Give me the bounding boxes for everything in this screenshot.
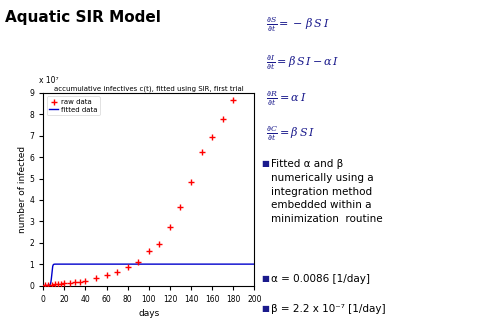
raw data xyxy=(83,279,88,283)
raw data xyxy=(220,117,226,121)
raw data xyxy=(58,282,64,286)
raw data xyxy=(167,225,173,229)
raw data xyxy=(156,242,162,246)
fitted data xyxy=(119,262,125,266)
raw data xyxy=(93,276,99,280)
fitted data xyxy=(65,262,71,266)
raw data xyxy=(209,135,215,139)
raw data xyxy=(55,282,61,286)
raw data xyxy=(72,280,78,284)
fitted data xyxy=(214,262,220,266)
fitted data xyxy=(168,262,173,266)
fitted data xyxy=(45,284,51,288)
raw data xyxy=(199,150,204,154)
raw data xyxy=(188,180,194,184)
fitted data xyxy=(59,262,65,266)
Text: Fitted α and β
numerically using a
integration method
embedded within a
minimiza: Fitted α and β numerically using a integ… xyxy=(271,159,383,224)
Title: accumulative infectives c(t), fitted using SIR, first trial: accumulative infectives c(t), fitted usi… xyxy=(54,85,244,92)
Text: $\frac{\partial C}{\partial t} = \beta\,S\,I$: $\frac{\partial C}{\partial t} = \beta\,… xyxy=(266,124,315,143)
raw data xyxy=(49,283,55,287)
raw data xyxy=(104,273,109,277)
Text: $\frac{\partial I}{\partial t} = \beta\,S\,I - \alpha\,I$: $\frac{\partial I}{\partial t} = \beta\,… xyxy=(266,53,340,72)
raw data xyxy=(146,249,152,253)
Line: raw data: raw data xyxy=(43,98,236,288)
Text: ■: ■ xyxy=(262,304,269,313)
Line: fitted data: fitted data xyxy=(43,264,254,286)
raw data xyxy=(61,282,67,286)
raw data xyxy=(46,283,51,287)
Text: ■: ■ xyxy=(262,159,269,168)
Text: x 10⁷: x 10⁷ xyxy=(39,76,59,85)
raw data xyxy=(114,270,120,274)
Text: $\frac{\partial S}{\partial t} = -\,\beta\,S\,I$: $\frac{\partial S}{\partial t} = -\,\bet… xyxy=(266,15,330,34)
Text: ■: ■ xyxy=(262,274,269,283)
Text: β = 2.2 x 10⁻⁷ [1/day]: β = 2.2 x 10⁻⁷ [1/day] xyxy=(271,304,386,314)
Text: α = 0.0086 [1/day]: α = 0.0086 [1/day] xyxy=(271,274,370,284)
raw data xyxy=(77,280,83,284)
raw data xyxy=(42,283,48,287)
raw data xyxy=(230,99,236,103)
raw data xyxy=(67,281,72,285)
Y-axis label: number of infected: number of infected xyxy=(17,146,26,233)
raw data xyxy=(125,265,131,269)
X-axis label: days: days xyxy=(138,309,159,318)
raw data xyxy=(52,283,58,287)
Text: Aquatic SIR Model: Aquatic SIR Model xyxy=(5,10,161,25)
fitted data xyxy=(52,262,58,266)
Legend: raw data, fitted data: raw data, fitted data xyxy=(47,96,100,116)
Text: $\frac{\partial R}{\partial t} = \alpha\,I$: $\frac{\partial R}{\partial t} = \alpha\… xyxy=(266,90,307,108)
fitted data xyxy=(40,284,46,288)
fitted data xyxy=(252,262,257,266)
raw data xyxy=(135,260,141,264)
raw data xyxy=(178,206,183,209)
